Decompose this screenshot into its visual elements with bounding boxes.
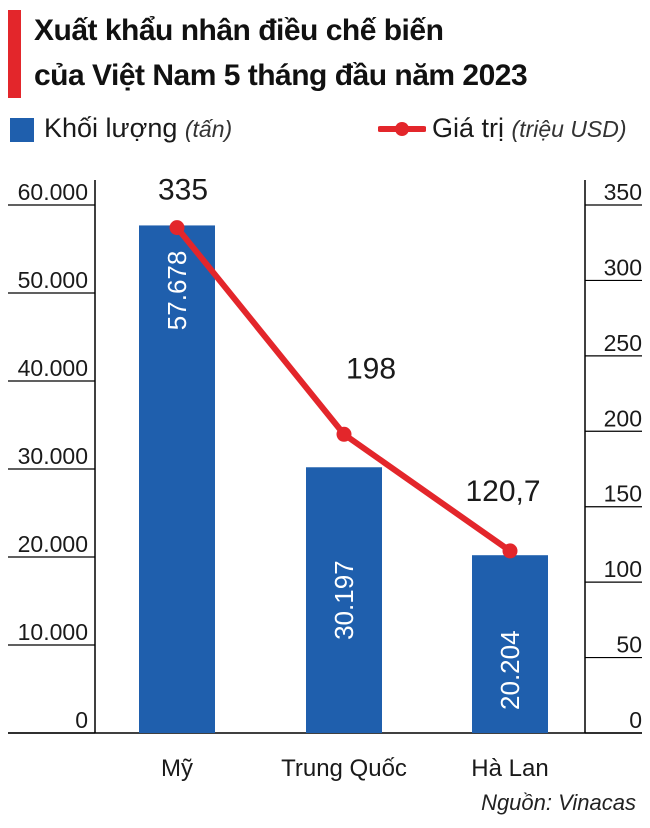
right-tick-label: 200	[604, 405, 642, 431]
bar	[139, 225, 215, 733]
value-point	[336, 426, 352, 442]
value-point	[502, 543, 518, 559]
bar-data-label: 30.197	[329, 560, 359, 640]
title-line-2: của Việt Nam 5 tháng đầu năm 2023	[34, 59, 528, 92]
legend-value-label: Giá trị	[432, 113, 505, 143]
right-tick-label: 350	[604, 179, 642, 205]
legend-value: Giá trị (triệu USD)	[432, 113, 627, 144]
legend-value-unit: (triệu USD)	[511, 116, 627, 142]
title-accent-bar	[8, 10, 21, 98]
x-tick-label: Mỹ	[161, 755, 193, 782]
legend-volume-unit: (tấn)	[184, 116, 233, 142]
title-line-1: Xuất khẩu nhân điều chế biến	[34, 14, 444, 47]
right-tick-label: 300	[604, 254, 642, 280]
right-tick-label: 50	[616, 632, 642, 658]
line-data-label: 198	[346, 352, 396, 385]
right-tick-label: 0	[629, 707, 642, 733]
left-tick-label: 20.000	[18, 531, 88, 557]
chart-title: Xuất khẩu nhân điều chế biến của Việt Na…	[34, 8, 644, 98]
bar	[472, 555, 548, 733]
bar	[306, 467, 382, 733]
bar-data-label: 57.678	[162, 251, 192, 331]
line-data-label: 120,7	[465, 475, 540, 508]
right-tick-label: 100	[604, 556, 642, 582]
left-tick-label: 60.000	[18, 179, 88, 205]
x-tick-label: Hà Lan	[471, 755, 548, 782]
right-tick-label: 250	[604, 330, 642, 356]
legend: Khối lượng (tấn) Giá trị (triệu USD)	[0, 110, 650, 150]
x-tick-label: Trung Quốc	[281, 755, 407, 782]
legend-value-swatch	[378, 122, 426, 136]
legend-volume: Khối lượng (tấn)	[44, 113, 232, 144]
left-tick-label: 30.000	[18, 443, 88, 469]
legend-volume-label: Khối lượng	[44, 113, 178, 143]
legend-volume-swatch	[10, 118, 34, 142]
left-tick-label: 40.000	[18, 355, 88, 381]
left-tick-label: 10.000	[18, 619, 88, 645]
value-point	[169, 220, 185, 236]
bar-data-label: 20.204	[495, 630, 525, 710]
left-tick-label: 0	[75, 707, 88, 733]
source-note: Nguồn: Vinacas	[481, 790, 636, 815]
line-data-label: 335	[158, 174, 208, 207]
right-tick-label: 150	[604, 481, 642, 507]
left-tick-label: 50.000	[18, 267, 88, 293]
